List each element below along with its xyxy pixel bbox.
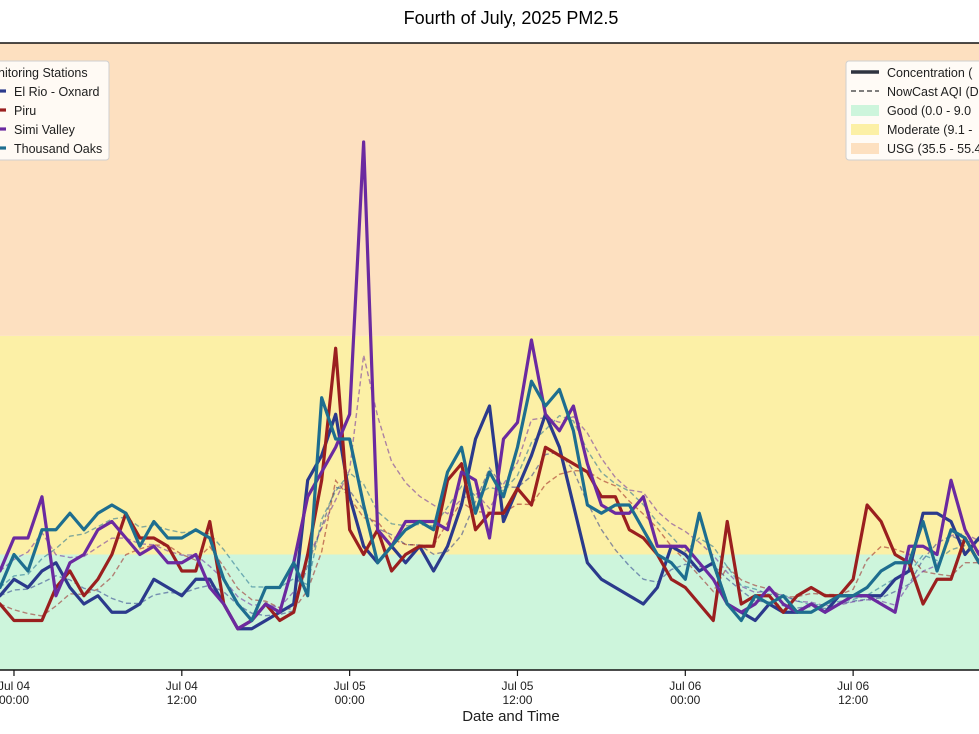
x-tick-label-date: Jul 05 <box>334 679 366 693</box>
x-tick-label-time: 12:00 <box>167 693 197 707</box>
aqi-band-0 <box>0 554 979 670</box>
station-legend-label: Simi Valley <box>14 123 76 137</box>
x-tick-label-time: 12:00 <box>502 693 532 707</box>
nowcast-line-3 <box>0 414 979 606</box>
concentration-legend-label: Concentration ( <box>887 66 973 80</box>
x-tick-label-date: Jul 04 <box>166 679 198 693</box>
band-legend-label: USG (35.5 - 55.4 <box>887 142 979 156</box>
nowcast-lines <box>0 354 979 617</box>
concentration-lines <box>0 140 979 631</box>
band-legend-swatch <box>851 143 879 154</box>
x-tick-label-time: 00:00 <box>0 693 29 707</box>
x-tick-label-date: Jul 06 <box>837 679 869 693</box>
chart-title: Fourth of July, 2025 PM2.5 <box>404 8 619 28</box>
x-tick-label-time: 12:00 <box>838 693 868 707</box>
station-legend-label: El Rio - Oxnard <box>14 85 99 99</box>
station-legend-label: Piru <box>14 104 36 118</box>
x-axis-title: Date and Time <box>462 708 560 725</box>
nowcast-line-1 <box>0 469 979 617</box>
series-line-3 <box>0 379 979 623</box>
band-legend-swatch <box>851 105 879 116</box>
band-legend-label: Good (0.0 - 9.0 <box>887 104 971 118</box>
series-line-0 <box>0 404 979 631</box>
x-tick-label-date: Jul 04 <box>0 679 30 693</box>
band-legend-label: Moderate (9.1 - <box>887 123 972 137</box>
band-legend-swatch <box>851 124 879 135</box>
style-legend-box <box>845 60 979 161</box>
x-tick-label-time: 00:00 <box>335 693 365 707</box>
station-legend-label: Thousand Oaks <box>14 142 102 156</box>
station-legend-title: nitoring Stations <box>0 66 88 80</box>
station-legend-box <box>0 60 110 161</box>
nowcast-legend-label: NowCast AQI (D <box>887 85 979 99</box>
nowcast-line-2 <box>0 354 979 609</box>
station-legend: nitoring Stations El Rio - Oxnard Piru Sim… <box>0 60 110 161</box>
style-legend: Concentration ( NowCast AQI (D Good (0.0… <box>845 60 979 161</box>
x-tick-label-time: 00:00 <box>670 693 700 707</box>
aqi-band-2 <box>0 43 979 336</box>
aqi-band-1 <box>0 335 979 555</box>
aqi-bands <box>0 43 979 670</box>
x-tick-label-date: Jul 06 <box>669 679 701 693</box>
series-line-1 <box>0 346 979 631</box>
x-tick-label-date: Jul 05 <box>501 679 533 693</box>
